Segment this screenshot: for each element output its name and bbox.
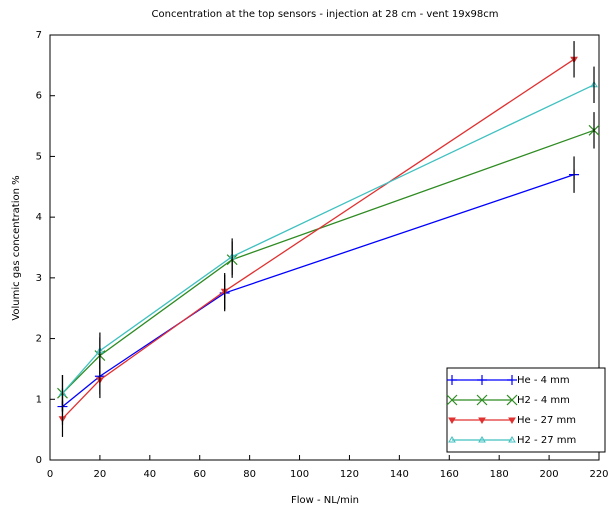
marker-shape (507, 375, 517, 385)
series-line (62, 129, 595, 394)
legend: He - 4 mm H2 - 4 mm He - 27 mm H2 - 27 mm (446, 367, 606, 453)
legend-label: H2 - 27 mm (517, 435, 576, 446)
series-line (62, 174, 575, 408)
y-tick-label: 3 (36, 273, 42, 284)
x-tick-label: 20 (94, 469, 107, 480)
y-tick-label: 2 (36, 334, 42, 345)
marker (508, 436, 516, 443)
marker (478, 417, 486, 424)
y-tick-label: 7 (36, 30, 42, 41)
x-tick-label: 0 (47, 469, 53, 480)
x-tick-label: 180 (490, 469, 509, 480)
marker (478, 436, 486, 443)
marker (506, 394, 518, 406)
y-tick-label: 1 (36, 394, 42, 405)
marker-shape (508, 417, 516, 424)
chart-title: Concentration at the top sensors - injec… (152, 9, 499, 20)
plot-frame (49, 34, 600, 461)
x-tick-label: 220 (589, 469, 608, 480)
marker-shape (476, 394, 488, 406)
legend-label: H2 - 4 mm (517, 395, 570, 406)
series-line (62, 58, 575, 420)
legend-label: He - 27 mm (517, 415, 576, 426)
y-axis-label: Volumic gas concentration % (11, 175, 22, 320)
marker (476, 394, 488, 406)
x-tick-label: 40 (143, 469, 156, 480)
marker (447, 375, 457, 385)
marker (508, 417, 516, 424)
x-tick-label: 100 (290, 469, 309, 480)
y-tick-label: 5 (36, 151, 42, 162)
marker-shape (508, 436, 516, 443)
series-line (61, 84, 595, 394)
x-tick-label: 200 (540, 469, 559, 480)
y-tick-label: 6 (36, 91, 42, 102)
x-axis-label: Flow - NL/min (291, 495, 359, 506)
y-tick-label: 0 (36, 455, 42, 466)
marker-shape (478, 417, 486, 424)
x-tick-label: 140 (390, 469, 409, 480)
y-tick-label: 4 (36, 212, 42, 223)
marker-shape (478, 436, 486, 443)
marker-shape (448, 436, 456, 443)
x-tick-label: 160 (440, 469, 459, 480)
marker (507, 375, 517, 385)
marker-shape (448, 417, 456, 424)
x-tick-label: 60 (193, 469, 206, 480)
legend-label: He - 4 mm (517, 375, 570, 386)
x-tick-label: 80 (243, 469, 256, 480)
x-tick-label: 120 (340, 469, 359, 480)
marker (448, 417, 456, 424)
legend-box (446, 367, 606, 453)
marker-shape (477, 375, 487, 385)
marker-shape (447, 375, 457, 385)
marker (448, 436, 456, 443)
marker-shape (446, 394, 458, 406)
marker (477, 375, 487, 385)
marker-shape (506, 394, 518, 406)
marker (446, 394, 458, 406)
